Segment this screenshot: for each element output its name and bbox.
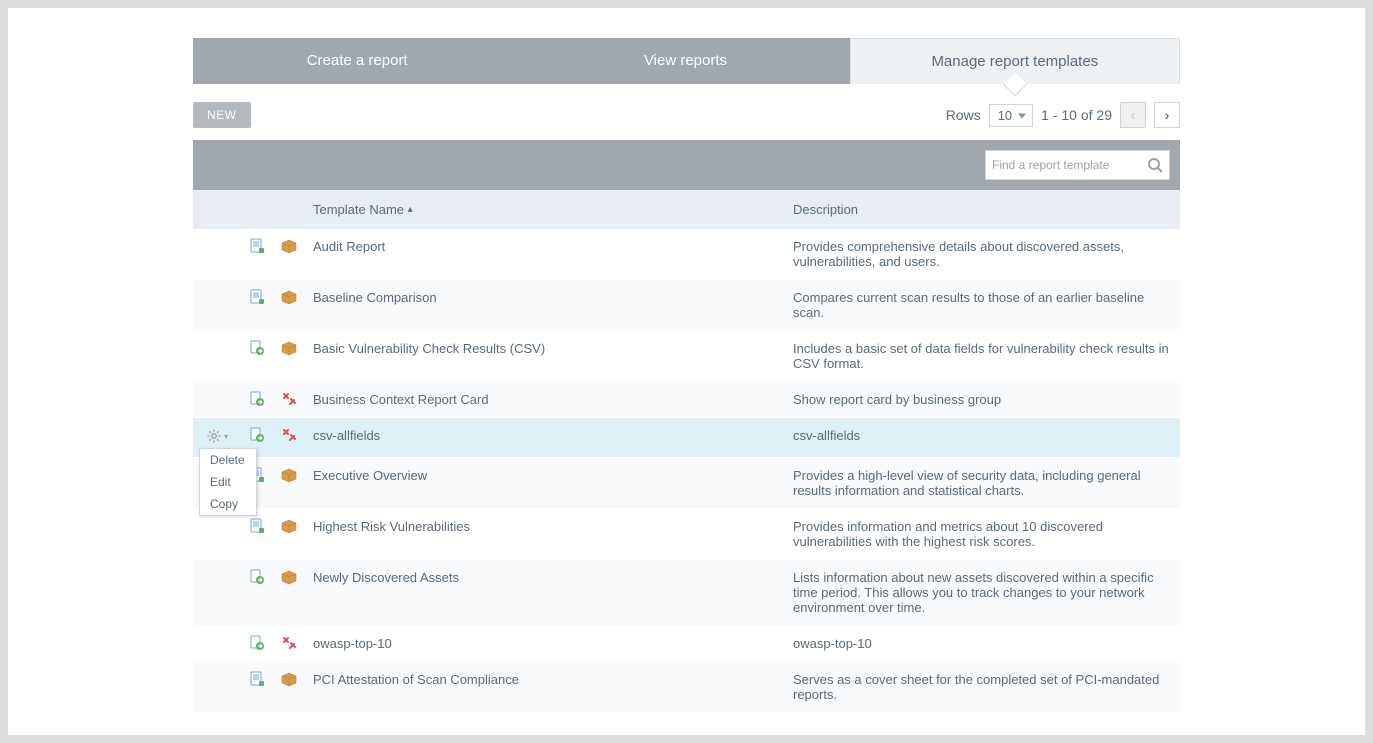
- table-row[interactable]: Newly Discovered AssetsLists information…: [193, 560, 1180, 626]
- row-actions-cell: [193, 509, 241, 560]
- table-row[interactable]: Baseline ComparisonCompares current scan…: [193, 280, 1180, 331]
- template-name-cell[interactable]: Highest Risk Vulnerabilities: [305, 509, 785, 560]
- template-name-cell[interactable]: Baseline Comparison: [305, 280, 785, 331]
- chevron-down-icon: ▾: [224, 432, 228, 441]
- table-row[interactable]: Highest Risk VulnerabilitiesProvides inf…: [193, 509, 1180, 560]
- search-wrap: [985, 150, 1170, 180]
- tab-manage-templates[interactable]: Manage report templates: [850, 38, 1180, 84]
- table-row[interactable]: owasp-top-10owasp-top-10: [193, 626, 1180, 662]
- tab-create-report[interactable]: Create a report: [193, 38, 521, 84]
- description-cell: Provides a high-level view of security d…: [785, 458, 1180, 509]
- prev-page-button: ‹: [1120, 102, 1146, 128]
- source-icon: [273, 662, 305, 713]
- description-cell: Compares current scan results to those o…: [785, 280, 1180, 331]
- rows-label: Rows: [946, 107, 981, 123]
- template-name-cell[interactable]: Newly Discovered Assets: [305, 560, 785, 626]
- template-name-cell[interactable]: Executive Overview: [305, 458, 785, 509]
- template-name-cell[interactable]: PCI Attestation of Scan Compliance: [305, 662, 785, 713]
- format-icon: [241, 560, 273, 626]
- rows-select[interactable]: 10: [989, 104, 1033, 127]
- description-cell: Provides comprehensive details about dis…: [785, 229, 1180, 280]
- tab-view-reports[interactable]: View reports: [521, 38, 849, 84]
- col-template-name-label: Template Name: [313, 202, 404, 217]
- row-actions-cell: [193, 560, 241, 626]
- source-icon: [273, 418, 305, 458]
- template-name-cell[interactable]: Audit Report: [305, 229, 785, 280]
- format-icon: [241, 509, 273, 560]
- source-icon: [273, 560, 305, 626]
- template-name-cell[interactable]: owasp-top-10: [305, 626, 785, 662]
- template-name-cell[interactable]: Basic Vulnerability Check Results (CSV): [305, 331, 785, 382]
- search-icon[interactable]: [1147, 157, 1163, 174]
- format-icon: [241, 662, 273, 713]
- row-actions-cell: [193, 382, 241, 418]
- tabs: Create a report View reports Manage repo…: [193, 38, 1180, 84]
- menu-edit[interactable]: Edit: [200, 471, 256, 493]
- row-actions-cell: [193, 626, 241, 662]
- source-icon: [273, 382, 305, 418]
- row-actions-menu: DeleteEditCopy: [199, 448, 257, 516]
- row-actions-cell: ▾DeleteEditCopy: [193, 418, 241, 458]
- pager: Rows 10 1 - 10 of 29 ‹ ›: [946, 102, 1180, 128]
- source-icon: [273, 229, 305, 280]
- table-row[interactable]: Business Context Report CardShow report …: [193, 382, 1180, 418]
- description-cell: csv-allfields: [785, 418, 1180, 458]
- new-button[interactable]: NEW: [193, 102, 251, 128]
- format-icon: [241, 382, 273, 418]
- col-description[interactable]: Description: [785, 190, 1180, 229]
- toolbar: NEW Rows 10 1 - 10 of 29 ‹ ›: [193, 102, 1180, 128]
- page-range: 1 - 10 of 29: [1041, 107, 1112, 123]
- description-cell: Serves as a cover sheet for the complete…: [785, 662, 1180, 713]
- col-source-icon: [273, 190, 305, 229]
- menu-copy[interactable]: Copy: [200, 493, 256, 515]
- table-row[interactable]: PCI Attestation of Scan ComplianceServes…: [193, 662, 1180, 713]
- template-name-cell[interactable]: Business Context Report Card: [305, 382, 785, 418]
- source-icon: [273, 458, 305, 509]
- format-icon: [241, 280, 273, 331]
- source-icon: [273, 626, 305, 662]
- table-row[interactable]: Audit ReportProvides comprehensive detai…: [193, 229, 1180, 280]
- source-icon: [273, 509, 305, 560]
- templates-table: Template Name ▴ Description Audit Report…: [193, 190, 1180, 713]
- format-icon: [241, 626, 273, 662]
- row-actions-cell: [193, 331, 241, 382]
- row-actions-cell: [193, 280, 241, 331]
- col-actions: [193, 190, 241, 229]
- search-input[interactable]: [992, 158, 1147, 172]
- format-icon: [241, 229, 273, 280]
- table-row[interactable]: ▾DeleteEditCopy csv-allfieldscsv-allfield…: [193, 418, 1180, 458]
- description-cell: Provides information and metrics about 1…: [785, 509, 1180, 560]
- description-cell: Show report card by business group: [785, 382, 1180, 418]
- col-type-icon: [241, 190, 273, 229]
- col-template-name[interactable]: Template Name ▴: [305, 190, 785, 229]
- template-name-cell[interactable]: csv-allfields: [305, 418, 785, 458]
- menu-delete[interactable]: Delete: [200, 449, 256, 471]
- description-cell: Lists information about new assets disco…: [785, 560, 1180, 626]
- gear-icon[interactable]: ▾: [206, 428, 228, 444]
- page-frame: Create a report View reports Manage repo…: [8, 8, 1365, 735]
- source-icon: [273, 331, 305, 382]
- sort-asc-icon: ▴: [408, 204, 413, 215]
- source-icon: [273, 280, 305, 331]
- description-cell: Includes a basic set of data fields for …: [785, 331, 1180, 382]
- next-page-button[interactable]: ›: [1154, 102, 1180, 128]
- table-row[interactable]: Basic Vulnerability Check Results (CSV)I…: [193, 331, 1180, 382]
- table-row[interactable]: Executive OverviewProvides a high-level …: [193, 458, 1180, 509]
- row-actions-cell: [193, 229, 241, 280]
- format-icon: [241, 331, 273, 382]
- search-bar: [193, 140, 1180, 190]
- row-actions-cell: [193, 662, 241, 713]
- description-cell: owasp-top-10: [785, 626, 1180, 662]
